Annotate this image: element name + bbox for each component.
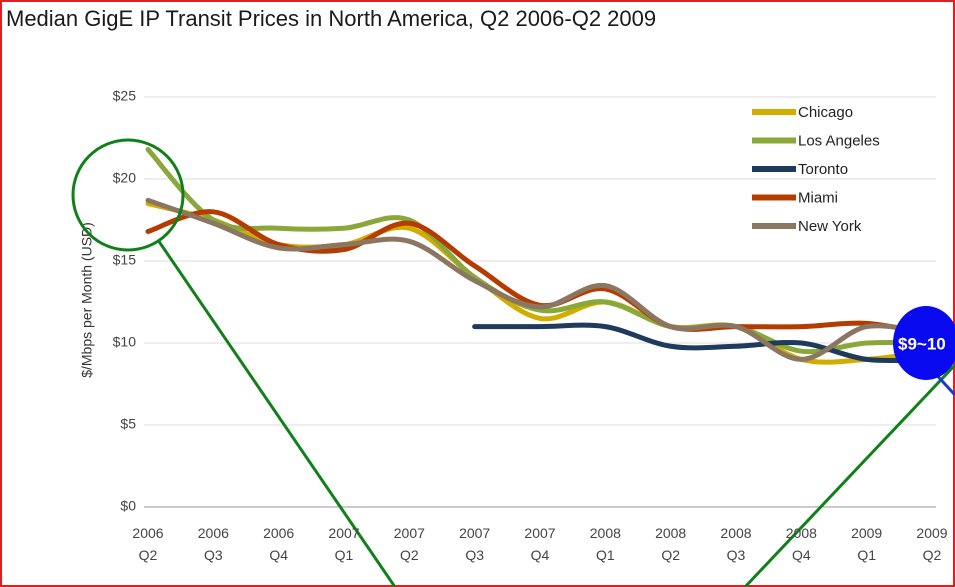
pointer-line [743, 363, 955, 587]
pointer-line [156, 239, 397, 587]
annotations: $9~10 [71, 138, 955, 587]
x-tick-label: 2007 Q1 [328, 525, 360, 563]
chart-title: Median GigE IP Transit Prices in North A… [6, 6, 656, 31]
line-series [472, 322, 935, 364]
x-tick-label: 2008 Q3 [720, 525, 752, 563]
x-tick-label: 2006 Q4 [263, 525, 295, 563]
line-series [145, 146, 935, 355]
y-tick-label: $15 [113, 252, 137, 268]
highlight-circle [71, 138, 185, 252]
y-tick-label: $10 [113, 334, 137, 350]
x-tick-label: 2008 Q2 [655, 525, 687, 563]
y-tick-label: $0 [120, 498, 136, 514]
grid: $0 $5 $10 $15 $20 $25 [113, 88, 936, 514]
legend-label: Miami [798, 189, 838, 206]
line-series [145, 197, 935, 362]
y-tick-label: $20 [113, 170, 137, 186]
legend-label: Chicago [798, 104, 853, 121]
y-tick-label: $25 [113, 88, 137, 104]
legend-label: New York [798, 218, 862, 235]
x-tick-label: 2006 Q3 [197, 525, 229, 563]
x-tick-label: 2008 Q1 [589, 525, 621, 563]
x-tick-label: 2008 Q4 [785, 525, 817, 563]
y-tick-label: $5 [120, 416, 136, 432]
x-tick-label: 2006 Q2 [132, 525, 164, 563]
x-tick-label: 2007 Q2 [393, 525, 425, 563]
legend-label: Toronto [798, 161, 848, 178]
x-tick-label: 2007 Q3 [459, 525, 491, 563]
x-tick-label: 2009 Q1 [851, 525, 883, 563]
x-tick-label: 2009 Q2 [916, 525, 948, 563]
y-axis-label: $/Mbps per Month (USD) [79, 222, 95, 378]
plot [145, 146, 935, 365]
annotation-text: $9~10 [898, 334, 946, 353]
annotation-bubble [893, 306, 955, 380]
x-tick-label: 2007 Q4 [524, 525, 556, 563]
legend-label: Los Angeles [798, 132, 880, 149]
legend: Chicago Los Angeles Toronto Miami New York [752, 104, 880, 235]
